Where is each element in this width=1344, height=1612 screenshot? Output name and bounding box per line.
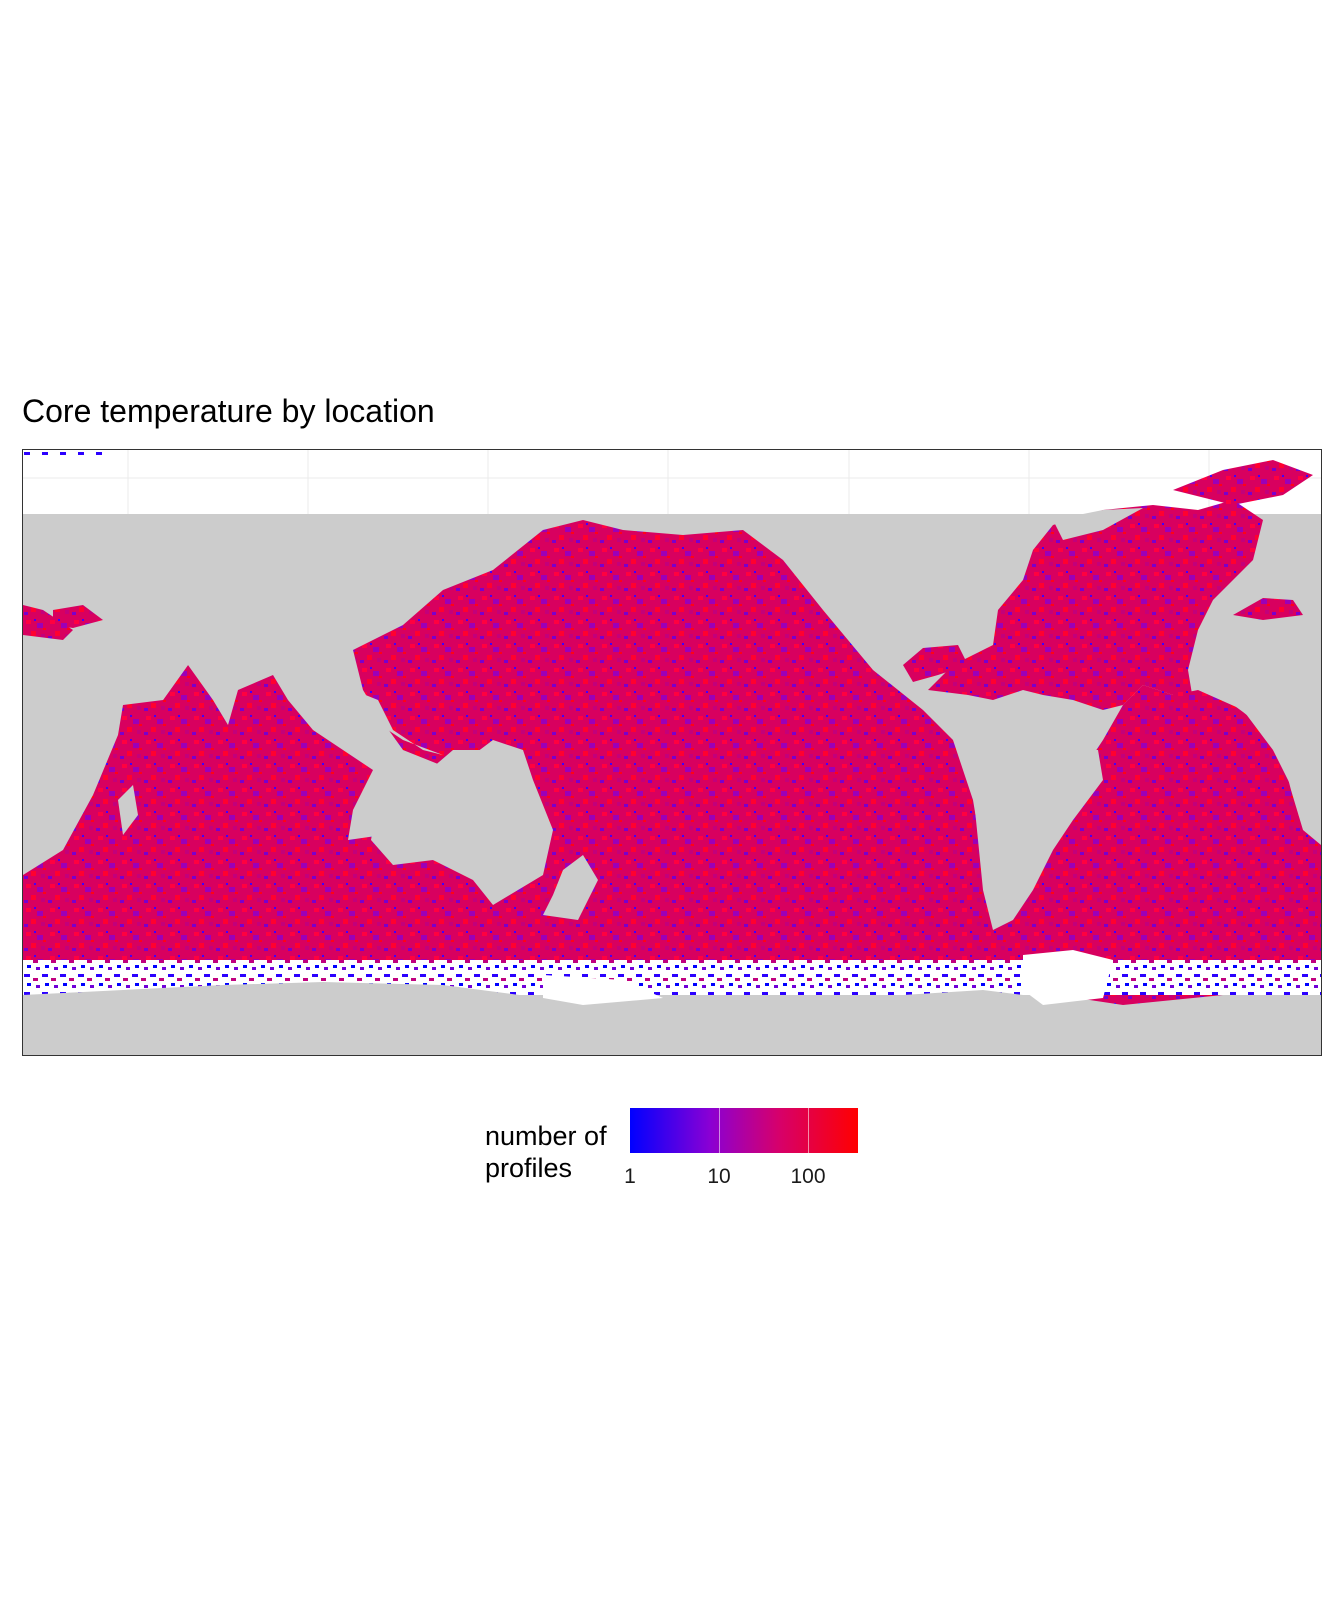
new-zealand bbox=[543, 855, 598, 920]
australia bbox=[371, 750, 528, 890]
ocean-data-layer bbox=[23, 460, 1321, 1005]
chart-title: Core temperature by location bbox=[22, 393, 435, 429]
legend-tick-label-10: 10 bbox=[707, 1165, 731, 1188]
land-masses bbox=[118, 508, 1321, 930]
map-panel bbox=[22, 449, 1322, 1056]
india bbox=[123, 655, 188, 700]
madagascar bbox=[118, 785, 138, 835]
legend-tick-label-1: 1 bbox=[624, 1165, 636, 1188]
se-asia bbox=[353, 690, 443, 755]
legend-tick-mark bbox=[719, 1108, 720, 1153]
legend-tick-label-100: 100 bbox=[790, 1165, 826, 1188]
south-america bbox=[958, 720, 1103, 930]
legend-title: number of profiles bbox=[485, 1121, 607, 1183]
arctic-sparse bbox=[23, 450, 103, 456]
legend-colorbar bbox=[630, 1108, 858, 1153]
legend-tick-mark bbox=[808, 1108, 809, 1153]
antarctica bbox=[23, 982, 1321, 1055]
greenland bbox=[1053, 508, 1143, 540]
africa bbox=[1213, 680, 1321, 845]
world-map-heatmap bbox=[23, 450, 1321, 1055]
